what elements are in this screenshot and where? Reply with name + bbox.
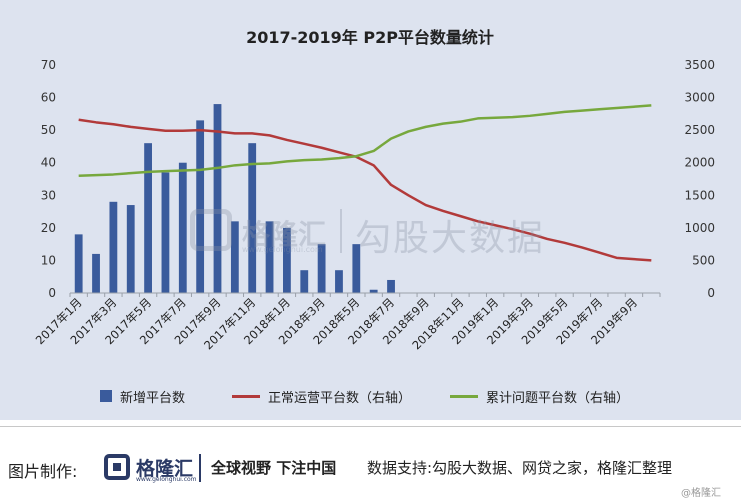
bar	[92, 253, 100, 293]
brand-logo-icon	[104, 454, 130, 480]
axis-layer: 0 10 20 30 40 50 60 70 0 500 1000 1500 2000 2500 3000 3…	[33, 58, 715, 352]
bar	[317, 244, 326, 293]
footer-label: 图片制作:	[8, 462, 78, 481]
y-right-tick-label: 1000	[684, 221, 715, 235]
bar	[213, 104, 222, 293]
y-right-tick-label: 0	[707, 286, 715, 300]
footer-slogan: 全球视野 下注中国	[211, 459, 337, 477]
bar	[283, 227, 291, 293]
y-left-tick-label: 20	[41, 221, 56, 235]
bars-layer	[74, 104, 395, 293]
legend-label: 累计问题平台数（右轴）	[486, 390, 630, 406]
bar	[335, 270, 343, 293]
legend: 新增平台数 正常运营平台数（右轴） 累计问题平台数（右轴）	[100, 385, 720, 407]
y-right-tick-label: 2000	[684, 156, 715, 170]
bar	[369, 289, 378, 293]
bar	[387, 279, 395, 293]
legend-item-new: 新增平台数	[100, 385, 185, 407]
bar	[300, 270, 309, 293]
y-left-tick-label: 60	[41, 91, 56, 105]
bar	[248, 143, 257, 293]
y-left-tick-label: 70	[41, 58, 56, 72]
footer-source: 数据支持:勾股大数据、网贷之家，格隆汇整理	[367, 459, 673, 477]
bar	[352, 244, 361, 293]
bar	[126, 205, 135, 293]
legend-swatch-line	[232, 394, 260, 398]
series-line	[78, 104, 652, 177]
footer-divider	[0, 426, 741, 427]
legend-swatch-bar	[100, 390, 112, 402]
y-right-tick-label: 2500	[684, 123, 715, 137]
bar	[178, 162, 187, 293]
series-line	[78, 118, 652, 262]
y-left-tick-label: 40	[41, 156, 56, 170]
y-right-tick-label: 3500	[684, 58, 715, 72]
brand-logo-mark	[113, 463, 121, 471]
footer-copyright: @格隆汇	[681, 488, 721, 499]
bar	[161, 172, 170, 293]
y-right-tick-label: 3000	[684, 91, 715, 105]
legend-item-normal: 正常运营平台数（右轴）	[232, 385, 411, 407]
footer-separator	[199, 454, 201, 482]
lines-layer	[78, 104, 652, 262]
footer-site: www.gelonghui.com	[136, 476, 197, 483]
y-right-tick-label: 500	[692, 253, 715, 267]
legend-swatch-line	[450, 394, 478, 398]
y-left-tick-label: 0	[48, 286, 56, 300]
y-left-tick-label: 50	[41, 123, 56, 137]
bar	[230, 221, 239, 293]
footer: 图片制作: 格隆汇 www.gelonghui.com 全球视野 下注中国 数据…	[0, 440, 741, 500]
chart-title: 2017-2019年 P2P平台数量统计	[246, 28, 494, 47]
bar	[196, 120, 205, 293]
bar	[144, 143, 152, 293]
y-right-tick-label: 1500	[684, 188, 715, 202]
chart-panel: 2017-2019年 P2P平台数量统计 0 10 20 30 40 50 60 70 0 500…	[0, 0, 741, 420]
legend-label: 正常运营平台数（右轴）	[268, 390, 412, 406]
footer-brand: 格隆汇	[136, 458, 194, 480]
legend-item-problem: 累计问题平台数（右轴）	[450, 385, 629, 407]
chart-svg: 2017-2019年 P2P平台数量统计 0 10 20 30 40 50 60 70 0 500…	[33, 28, 715, 352]
bar	[74, 234, 83, 293]
legend-label: 新增平台数	[120, 390, 186, 406]
bar	[109, 201, 118, 293]
bar	[265, 221, 274, 293]
y-left-tick-label: 30	[41, 188, 56, 202]
y-left-tick-label: 10	[41, 253, 56, 267]
